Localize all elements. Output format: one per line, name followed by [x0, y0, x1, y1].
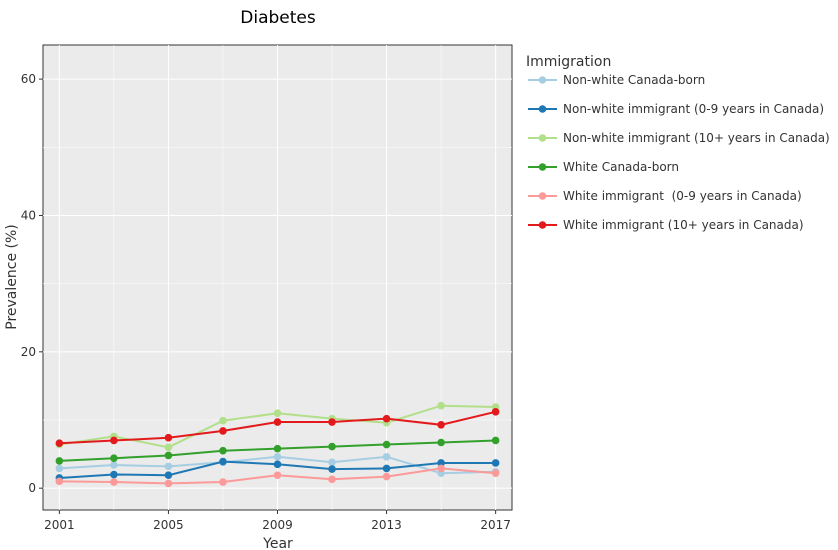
data-point: [164, 471, 173, 480]
legend-marker-swatch: [538, 221, 547, 229]
legend-label: Non-white immigrant (10+ years in Canada…: [563, 131, 830, 145]
data-point: [273, 460, 282, 469]
chart-title: Diabetes: [240, 8, 316, 28]
data-point: [219, 478, 227, 486]
y-axis: 0 20 40 60: [21, 72, 43, 495]
data-point: [273, 409, 282, 417]
data-point: [110, 470, 118, 479]
data-point: [491, 469, 500, 477]
data-point: [219, 446, 227, 455]
data-point: [491, 459, 500, 467]
x-tick-label: 2005: [153, 518, 184, 532]
data-point: [164, 479, 173, 488]
legend-item-3[interactable]: Non-white immigrant (10+ years in Canada…: [528, 131, 830, 145]
data-point: [491, 408, 500, 416]
data-point: [219, 427, 227, 435]
legend-marker-swatch: [538, 192, 547, 200]
data-point: [273, 418, 282, 426]
data-point: [382, 453, 391, 461]
legend-label: Non-white immigrant (0-9 years in Canada…: [563, 102, 824, 116]
y-axis-title: Prevalence (%): [4, 224, 20, 330]
x-axis: 2001 2005 2009 2013 2017: [44, 510, 511, 532]
data-point: [273, 453, 282, 461]
legend-item-5[interactable]: White immigrant (0-9 years in Canada): [528, 189, 802, 203]
data-point: [328, 475, 336, 484]
legend-item-4[interactable]: White Canada-born: [528, 160, 679, 174]
legend-item-6[interactable]: White immigrant (10+ years in Canada): [528, 218, 804, 232]
legend: Non-white Canada-born Non-white immigrant…: [528, 73, 830, 232]
legend-title: Immigration: [526, 54, 611, 70]
data-point: [55, 457, 64, 465]
data-point: [55, 464, 64, 473]
data-point: [382, 414, 391, 423]
data-point: [164, 433, 173, 442]
data-point: [164, 462, 173, 471]
data-point: [437, 438, 445, 447]
legend-marker-swatch: [538, 76, 547, 84]
data-point: [110, 478, 118, 486]
data-point: [164, 451, 173, 460]
data-point: [437, 464, 445, 473]
data-point: [110, 436, 118, 445]
legend-marker-swatch: [538, 134, 547, 142]
data-point: [219, 416, 227, 425]
data-point: [219, 457, 227, 466]
data-point: [164, 443, 173, 452]
data-point: [328, 418, 336, 426]
y-tick-label: 40: [21, 208, 36, 222]
legend-item-1[interactable]: Non-white Canada-born: [528, 73, 705, 87]
data-point: [328, 465, 336, 473]
data-point: [437, 401, 445, 410]
x-tick-label: 2009: [262, 518, 293, 532]
series-group: [55, 401, 500, 488]
data-point: [110, 454, 118, 462]
x-tick-label: 2013: [371, 518, 402, 532]
data-point: [273, 444, 282, 453]
y-tick-label: 60: [21, 72, 36, 86]
legend-item-2[interactable]: Non-white immigrant (0-9 years in Canada…: [528, 102, 824, 116]
data-point: [382, 472, 391, 481]
data-point: [437, 420, 445, 429]
grid: [43, 45, 512, 510]
legend-marker-swatch: [538, 163, 547, 171]
data-point: [328, 442, 336, 451]
y-tick-label: 20: [21, 345, 36, 359]
x-tick-label: 2001: [44, 518, 75, 532]
x-tick-label: 2017: [480, 518, 511, 532]
legend-label: White immigrant (0-9 years in Canada): [563, 189, 802, 203]
data-point: [382, 464, 391, 473]
data-point: [110, 461, 118, 469]
x-axis-title: Year: [262, 536, 293, 550]
data-point: [273, 471, 282, 480]
y-tick-label: 0: [28, 481, 36, 495]
data-point: [328, 458, 336, 467]
legend-marker-swatch: [538, 105, 547, 113]
data-point: [55, 439, 64, 447]
data-point: [437, 459, 445, 467]
data-point: [382, 440, 391, 449]
data-point: [491, 436, 500, 445]
data-point: [55, 477, 64, 486]
legend-label: Non-white Canada-born: [563, 73, 705, 87]
legend-label: White immigrant (10+ years in Canada): [563, 218, 804, 232]
legend-label: White Canada-born: [563, 160, 679, 174]
